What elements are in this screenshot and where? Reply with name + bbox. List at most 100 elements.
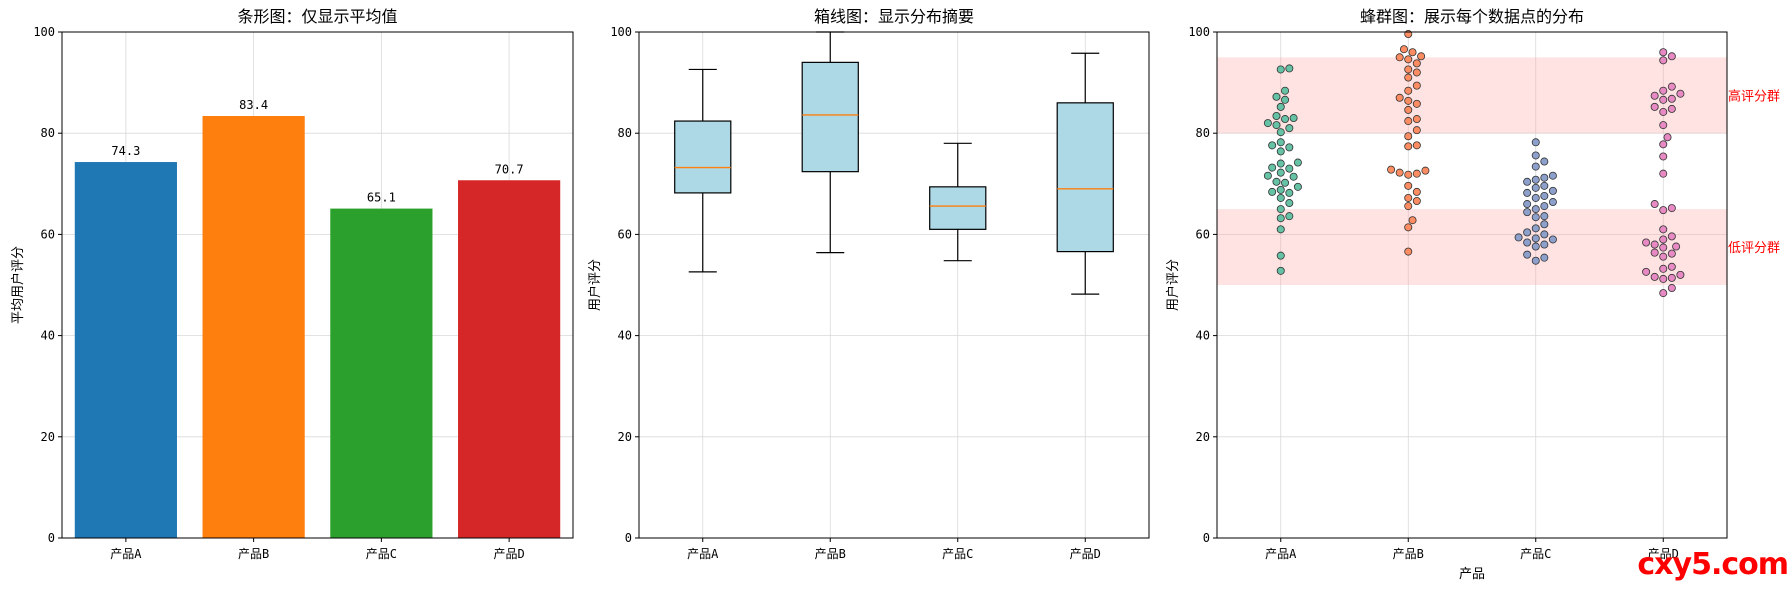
swarm-point [1404, 86, 1413, 95]
swarm-point [1667, 284, 1676, 293]
swarm-point [1650, 91, 1659, 100]
swarm-point [1404, 193, 1413, 202]
swarm-point [1540, 173, 1549, 182]
swarm-point [1276, 214, 1285, 223]
swarm-point [1672, 242, 1681, 251]
swarm-point [1276, 102, 1285, 111]
swarm-point [1263, 119, 1272, 128]
swarm-point [1523, 200, 1532, 209]
swarm-point [1276, 225, 1285, 234]
swarm-point [1659, 274, 1668, 283]
swarm-point [1412, 197, 1421, 206]
swarm-series-1 [1263, 64, 1302, 275]
swarm-point [1268, 187, 1277, 196]
swarm-point [1650, 240, 1659, 249]
swarm-point [1412, 115, 1421, 124]
bar-value-label-1: 74.3 [111, 144, 140, 158]
swarm-point [1276, 193, 1285, 202]
swarm-point [1412, 99, 1421, 108]
swarm-point [1531, 162, 1540, 171]
swarm-point [1404, 65, 1413, 74]
swarm-point [1667, 262, 1676, 271]
swarm-point [1531, 193, 1540, 202]
swarm-point [1281, 115, 1290, 124]
swarm-point [1531, 175, 1540, 184]
bar-2 [202, 115, 305, 538]
swarm-point [1276, 251, 1285, 260]
y-tick-label: 20 [41, 430, 55, 444]
swarm-point [1272, 177, 1281, 186]
swarm-point [1293, 182, 1302, 191]
swarm-point [1276, 159, 1285, 168]
swarm-point [1540, 253, 1549, 262]
swarm-point [1523, 208, 1532, 217]
axes-frame [61, 31, 574, 539]
swarm-point [1272, 92, 1281, 101]
box-body [929, 186, 987, 230]
swarm-point [1659, 235, 1668, 244]
box-body [674, 120, 732, 194]
swarm-point [1421, 166, 1430, 175]
swarm-point [1548, 186, 1557, 195]
y-tick-label: 0 [48, 531, 55, 545]
swarm-point [1285, 164, 1294, 173]
swarm-point [1395, 93, 1404, 102]
swarm-point [1412, 169, 1421, 178]
y-tick-label: 80 [618, 126, 632, 140]
swarm-point [1285, 199, 1294, 208]
swarm-point [1659, 206, 1668, 215]
swarm-point [1659, 86, 1668, 95]
bar-1 [74, 162, 177, 539]
swarm-point [1404, 73, 1413, 82]
swarm-point [1268, 163, 1277, 172]
swarm-point [1642, 267, 1651, 276]
highlight-band-1 [1217, 57, 1727, 134]
swarm-point [1281, 95, 1290, 104]
swarm-point [1548, 171, 1557, 180]
swarm-point [1276, 147, 1285, 156]
swarm-point [1293, 158, 1302, 167]
swarm-point [1676, 89, 1685, 98]
swarm-point [1404, 181, 1413, 190]
swarm-point [1404, 223, 1413, 232]
y-tick-label: 40 [618, 329, 632, 343]
bar-value-label-3: 65.1 [367, 191, 396, 205]
swarm-point [1412, 68, 1421, 77]
swarm-point [1540, 230, 1549, 239]
highlight-band-2 [1217, 209, 1727, 285]
swarm-point [1531, 242, 1540, 251]
swarm-point [1531, 205, 1540, 214]
y-axis-label-1: 平均用户评分 [10, 246, 26, 324]
swarm-point [1642, 238, 1651, 247]
swarm-point [1676, 270, 1685, 279]
swarm-point [1659, 225, 1668, 234]
swarm-point [1659, 243, 1668, 252]
swarm-point [1659, 107, 1668, 116]
x-tick-label-1: 产品A [1265, 547, 1297, 561]
swarm-point [1650, 200, 1659, 209]
swarm-point [1659, 121, 1668, 130]
y-tick-label: 0 [1203, 531, 1210, 545]
swarm-point [1663, 133, 1672, 142]
x-tick-label-3: 产品C [366, 547, 397, 561]
y-axis-label-2: 用户评分 [587, 259, 603, 311]
chart-title-1: 条形图：仅显示平均值 [237, 7, 397, 26]
x-tick-label-3: 产品C [942, 547, 973, 561]
swarm-point [1276, 128, 1285, 137]
box-body [1056, 102, 1114, 253]
swarm-point [1659, 140, 1668, 149]
swarm-point [1404, 170, 1413, 179]
swarm-point [1531, 183, 1540, 192]
swarm-point [1659, 289, 1668, 298]
swarm-point [1667, 249, 1676, 258]
swarm-point [1650, 272, 1659, 281]
swarm-point [1285, 124, 1294, 133]
swarm-point [1417, 52, 1426, 61]
y-tick-label: 40 [41, 329, 55, 343]
swarm-point [1276, 65, 1285, 74]
y-tick-label: 40 [1196, 329, 1210, 343]
swarm-point [1540, 181, 1549, 190]
y-axis-label-3: 用户评分 [1165, 259, 1181, 311]
